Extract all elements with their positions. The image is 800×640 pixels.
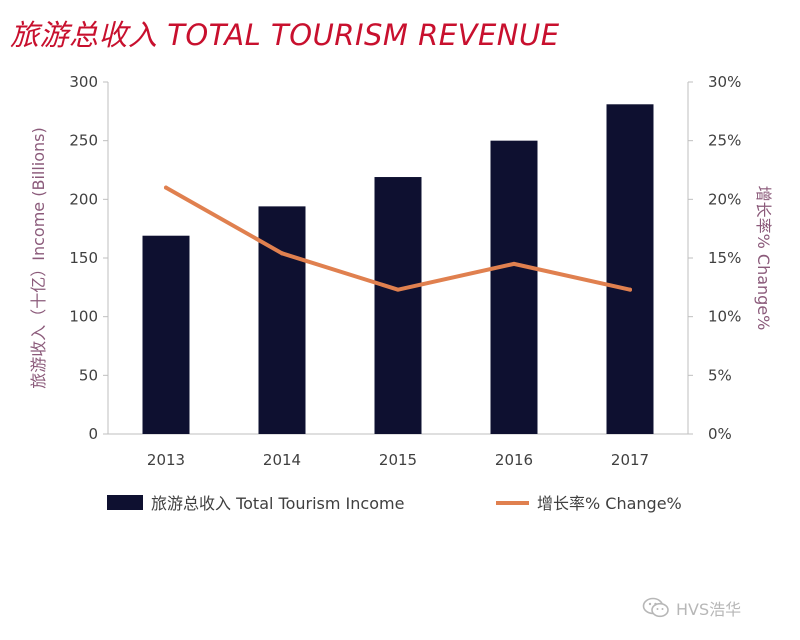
bar-2015 [374,177,422,435]
left-tick-label: 300 [69,73,98,91]
bar-2013 [142,235,190,434]
right-tick-label: 0% [708,425,732,443]
legend-line-label: 增长率% Change% [537,494,682,513]
left-tick-label: 50 [79,366,98,384]
wechat-icon [642,597,670,619]
change-point-2017 [628,287,632,292]
bar-2014 [258,206,306,434]
right-tick-label: 20% [708,190,741,208]
x-tick-label: 2014 [263,451,301,469]
right-tick-label: 10% [708,308,741,326]
left-axis-ticks: 0 50 100 150 200 250 300 [69,73,108,443]
x-tick-label: 2016 [495,451,533,469]
line-series [164,185,632,292]
x-axis-ticks: 2013 2014 2015 2016 2017 [147,451,649,469]
change-point-2015 [396,287,400,292]
right-tick-label: 5% [708,366,732,384]
x-tick-label: 2015 [379,451,417,469]
x-tick-label: 2017 [611,451,649,469]
change-point-2013 [164,185,168,190]
bar-series [142,104,654,435]
y-axis-title: 旅游收入（十亿）Income (Billions) [29,127,48,388]
change-point-2016 [512,261,516,266]
left-tick-label: 150 [69,249,98,267]
x-tick-label: 2013 [147,451,185,469]
watermark-text: HVS浩华 [676,600,742,619]
legend-bar-swatch [107,495,143,510]
left-tick-label: 200 [69,190,98,208]
left-tick-label: 100 [69,308,98,326]
right-tick-label: 25% [708,132,741,150]
watermark: HVS浩华 [642,596,741,620]
legend: 旅游总收入 Total Tourism Income 增长率% Change% [107,494,682,513]
y2-axis-title: 增长率% Change% [754,186,773,331]
bar-2017 [606,104,654,434]
bar-2016 [490,140,538,434]
change-point-2014 [280,251,284,256]
right-tick-label: 15% [708,249,741,267]
chart-title: 旅游总收入 TOTAL TOURISM REVENUE [10,18,560,52]
right-axis-ticks: 0% 5% 10% 15% 20% 25% 30% [688,73,741,443]
left-tick-label: 250 [69,132,98,150]
left-tick-label: 0 [88,425,98,443]
right-tick-label: 30% [708,73,741,91]
legend-bar-label: 旅游总收入 Total Tourism Income [151,494,404,513]
